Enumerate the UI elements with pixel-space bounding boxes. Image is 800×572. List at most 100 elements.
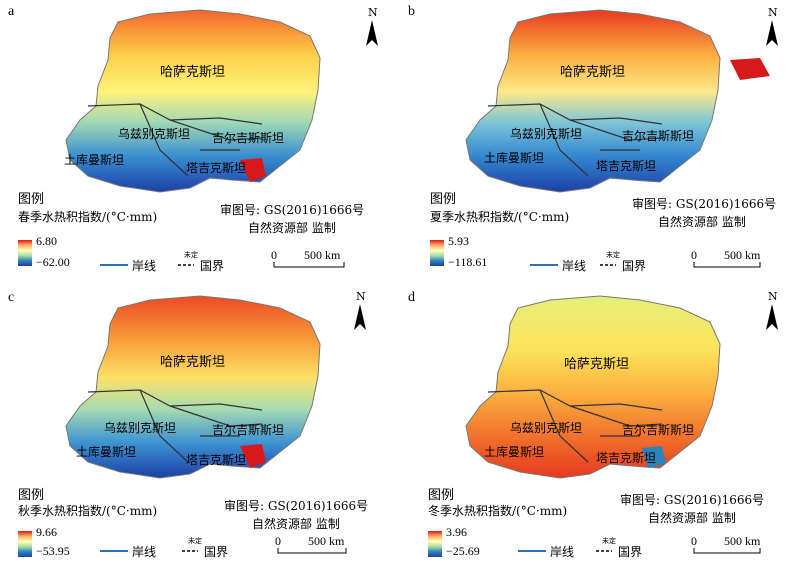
border-lines (487, 103, 663, 177)
undetermined-label: 未定 (188, 537, 202, 545)
value-max: 9.66 (36, 525, 57, 539)
approval-agency: 自然资源部 监制 (658, 215, 746, 229)
value-max: 5.93 (448, 234, 469, 248)
value-max: 3.96 (446, 525, 467, 539)
scale-zero: 0 (275, 534, 281, 548)
value-min: −25.69 (446, 544, 480, 558)
svg-text:N: N (356, 290, 366, 303)
label-kyrgyzstan: 吉尔吉斯斯坦 (622, 128, 694, 143)
label-uzbekistan: 乌兹别克斯坦 (118, 126, 190, 141)
label-kyrgyzstan: 吉尔吉斯斯坦 (212, 422, 284, 437)
map-d: 哈萨克斯坦 乌兹别克斯坦 吉尔吉斯斯坦 土库曼斯坦 塔吉克斯坦 N (465, 290, 778, 554)
label-uzbekistan: 乌兹别克斯坦 (510, 126, 582, 141)
panel-label: a (8, 4, 15, 19)
label-turkmenistan: 土库曼斯坦 (484, 150, 544, 165)
label-tajikistan: 塔吉克斯坦 (596, 159, 656, 173)
scale-distance: 500 km (724, 248, 761, 262)
border-label: 国界 (200, 259, 225, 273)
scale-bar (277, 548, 347, 554)
index-title: 冬季水热积指数/(°C·mm) (428, 504, 568, 518)
label-turkmenistan: 土库曼斯坦 (484, 444, 544, 459)
scale-zero: 0 (691, 248, 697, 262)
color-ramp (18, 531, 32, 557)
svg-text:N: N (768, 290, 778, 303)
value-min: −118.61 (448, 255, 488, 269)
region-outline (65, 9, 321, 193)
label-kyrgyzstan: 吉尔吉斯斯坦 (212, 130, 284, 145)
approval-number: 审图号: GS(2016)1666号 (632, 197, 777, 211)
label-kazakhstan: 哈萨克斯坦 (160, 355, 225, 370)
cold-spot (642, 446, 666, 468)
label-turkmenistan: 土库曼斯坦 (64, 152, 124, 167)
map-a: 哈萨克斯坦 乌兹别克斯坦 吉尔吉斯斯坦 土库曼斯坦 塔吉克斯坦 N (64, 6, 378, 268)
north-arrow-icon: N (366, 6, 378, 46)
scale-bar (273, 262, 345, 268)
map-b: 哈萨克斯坦 乌兹别克斯坦 吉尔吉斯斯坦 土库曼斯坦 塔吉克斯坦 N (465, 6, 778, 268)
label-tajikistan: 塔吉克斯坦 (186, 161, 246, 175)
coastline-label: 岸线 (562, 259, 587, 273)
region-outline (465, 295, 721, 479)
legend-heading: 图例 (430, 192, 457, 207)
label-kazakhstan: 哈萨克斯坦 (564, 357, 629, 372)
panel-d: 哈萨克斯坦 乌兹别克斯坦 吉尔吉斯斯坦 土库曼斯坦 塔吉克斯坦 N d 图例 冬… (400, 286, 800, 572)
legend-heading: 图例 (18, 488, 45, 503)
panel-label: d (408, 290, 415, 305)
label-kyrgyzstan: 吉尔吉斯斯坦 (622, 422, 694, 437)
panel-c: 哈萨克斯坦 乌兹别克斯坦 吉尔吉斯斯坦 土库曼斯坦 塔吉克斯坦 N c 图例 秋… (0, 286, 400, 572)
scale-distance: 500 km (308, 534, 345, 548)
index-title: 春季水热积指数/(°C·mm) (18, 210, 158, 224)
svg-text:N: N (368, 6, 378, 19)
value-min: −62.00 (36, 255, 70, 269)
region-outline (465, 9, 721, 193)
coastline-label: 岸线 (550, 545, 575, 559)
label-tajikistan: 塔吉克斯坦 (186, 453, 246, 467)
color-ramp (430, 240, 444, 266)
scale-bar (693, 548, 761, 554)
approval-number: 审图号: GS(2016)1666号 (220, 203, 365, 217)
north-arrow-icon: N (354, 290, 366, 330)
approval-number: 审图号: GS(2016)1666号 (224, 499, 369, 513)
border-label: 国界 (618, 545, 643, 559)
label-uzbekistan: 乌兹别克斯坦 (104, 420, 176, 435)
undetermined-label: 未定 (602, 537, 616, 545)
legend-heading: 图例 (428, 488, 455, 503)
panel-a: 哈萨克斯坦 乌兹别克斯坦 吉尔吉斯斯坦 土库曼斯坦 塔吉克斯坦 N a 图例 春… (0, 0, 400, 286)
coastline-label: 岸线 (132, 545, 157, 559)
value-min: −53.95 (36, 544, 70, 558)
index-title: 夏季水热积指数/(°C·mm) (430, 210, 570, 224)
approval-agency: 自然资源部 监制 (648, 511, 736, 525)
scale-zero: 0 (691, 534, 697, 548)
north-arrow-icon: N (766, 6, 778, 46)
svg-text:N: N (768, 6, 778, 19)
region-outline (65, 295, 321, 479)
border-lines (487, 389, 663, 463)
color-ramp (428, 531, 442, 557)
label-kazakhstan: 哈萨克斯坦 (160, 65, 225, 80)
index-title: 秋季水热积指数/(°C·mm) (18, 504, 158, 518)
scale-distance: 500 km (304, 248, 341, 262)
border-lines (87, 389, 263, 463)
panel-label: c (8, 290, 15, 305)
hotspot (240, 158, 266, 182)
color-ramp (18, 240, 32, 266)
approval-number: 审图号: GS(2016)1666号 (620, 493, 765, 507)
scale-zero: 0 (271, 248, 277, 262)
hotspot (730, 58, 770, 80)
label-kazakhstan: 哈萨克斯坦 (560, 65, 625, 80)
border-label: 国界 (204, 545, 229, 559)
scale-bar (693, 262, 761, 268)
label-turkmenistan: 土库曼斯坦 (76, 444, 136, 459)
panel-b: 哈萨克斯坦 乌兹别克斯坦 吉尔吉斯斯坦 土库曼斯坦 塔吉克斯坦 N b 图例 夏… (400, 0, 800, 286)
panel-label: b (408, 4, 415, 19)
border-lines (87, 103, 263, 177)
map-c: 哈萨克斯坦 乌兹别克斯坦 吉尔吉斯斯坦 土库曼斯坦 塔吉克斯坦 N (65, 290, 366, 554)
approval-agency: 自然资源部 监制 (252, 517, 340, 531)
undetermined-label: 未定 (184, 251, 198, 259)
scale-distance: 500 km (724, 534, 761, 548)
north-arrow-icon: N (766, 290, 778, 330)
value-max: 6.80 (36, 234, 57, 248)
undetermined-label: 未定 (606, 251, 620, 259)
label-uzbekistan: 乌兹别克斯坦 (510, 420, 582, 435)
coastline-label: 岸线 (132, 259, 157, 273)
approval-agency: 自然资源部 监制 (248, 221, 336, 235)
